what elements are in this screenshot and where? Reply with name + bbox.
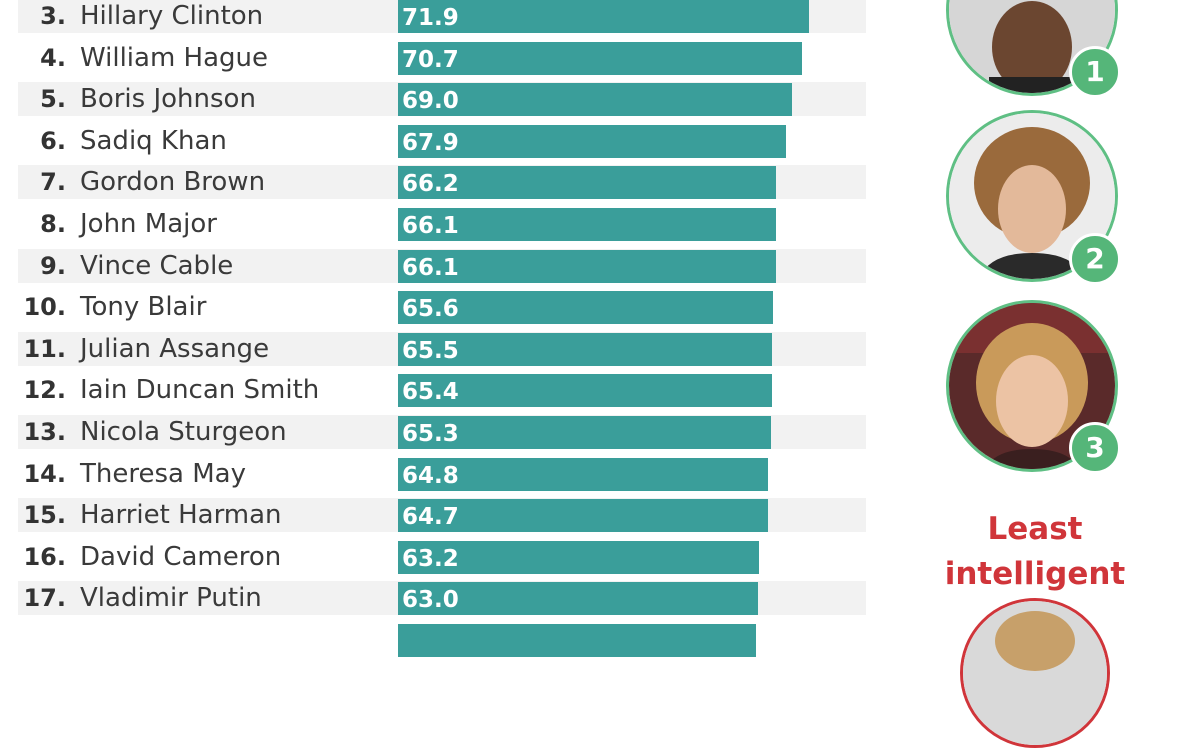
- politician-name: John Major: [80, 209, 217, 239]
- bar: [398, 124, 786, 158]
- bar: [398, 166, 776, 200]
- rank-label: 13.: [23, 418, 66, 446]
- bar-value-label: 65.3: [402, 421, 459, 447]
- politician-name: Iain Duncan Smith: [80, 375, 320, 406]
- politician-name: Nicola Sturgeon: [80, 417, 287, 447]
- bar: [398, 208, 776, 241]
- rank-badge-1: 1: [1069, 46, 1121, 98]
- rank-label: 9.: [40, 251, 66, 280]
- bar: [398, 499, 768, 533]
- rank-label: 10.: [23, 293, 66, 322]
- bar-value-label: 67.9: [402, 129, 459, 156]
- bar-value-label: 65.4: [402, 379, 459, 406]
- rank-label: 5.: [40, 85, 66, 114]
- bar: [398, 0, 809, 33]
- bar-value-label: 71.9: [402, 5, 459, 31]
- bar: [398, 540, 759, 574]
- rank-label: 11.: [23, 334, 66, 363]
- bar-value-label: 65.5: [402, 337, 459, 364]
- bar: [398, 83, 792, 117]
- politician-name: Boris Johnson: [80, 84, 256, 115]
- politician-name: Julian Assange: [80, 333, 270, 364]
- rank-label: 8.: [40, 210, 66, 238]
- ranking-bar-chart: 3. Hillary Clinton 71.9 4. William Hague 70.7…: [18, 0, 866, 657]
- portrait-least: [960, 598, 1110, 748]
- bar: [398, 624, 756, 657]
- bar-value-label: 66.1: [402, 254, 459, 281]
- bar: [398, 291, 773, 325]
- rank-label: 14.: [23, 459, 66, 488]
- bar-value-label: 69.0: [402, 88, 459, 115]
- politician-name: Harriet Harman: [80, 500, 282, 531]
- rank-label: 3.: [40, 2, 66, 30]
- rank-badge-2: 2: [1069, 233, 1121, 285]
- politician-name: Sadiq Khan: [80, 125, 227, 156]
- rank-label: 4.: [40, 43, 66, 72]
- bar: [398, 374, 772, 408]
- bar-value-label: 66.1: [402, 213, 459, 239]
- politician-name: Theresa May: [80, 458, 246, 489]
- bar: [398, 416, 771, 449]
- rank-label: 6.: [40, 126, 66, 155]
- bar-value-label: 70.7: [402, 46, 459, 73]
- bar-value-label: 65.6: [402, 296, 459, 323]
- bar: [398, 457, 768, 491]
- bar: [398, 41, 802, 75]
- rank-label: 17.: [23, 584, 66, 613]
- portrait-3: [946, 300, 1118, 472]
- portrait-least-illustration: [963, 601, 1107, 745]
- bar: [398, 332, 772, 366]
- least-intelligent-heading-line1: Least: [987, 511, 1083, 547]
- bar-value-label: 64.7: [402, 504, 459, 531]
- politician-name: Vince Cable: [80, 250, 234, 281]
- bar: [398, 249, 776, 283]
- rank-label: 15.: [23, 501, 66, 530]
- least-intelligent-heading-line2: intelligent: [944, 556, 1126, 592]
- bar: [398, 582, 758, 616]
- portrait-3-illustration: [949, 303, 1115, 469]
- politician-name: Tony Blair: [80, 292, 207, 323]
- bar-value-label: 63.0: [402, 587, 459, 614]
- rank-label: 12.: [23, 376, 66, 405]
- politician-name: David Cameron: [80, 541, 282, 572]
- rank-badge-3: 3: [1069, 422, 1121, 474]
- rank-label: 16.: [23, 542, 66, 571]
- politician-name: Vladimir Putin: [80, 583, 262, 614]
- politician-name: William Hague: [80, 42, 269, 73]
- bar-value-label: 66.2: [402, 171, 459, 198]
- politician-name: Hillary Clinton: [80, 1, 264, 31]
- politician-name: Gordon Brown: [80, 167, 266, 198]
- bar-value-label: 63.2: [402, 545, 459, 572]
- bar-value-label: 64.8: [402, 462, 459, 489]
- rank-label: 7.: [40, 168, 66, 197]
